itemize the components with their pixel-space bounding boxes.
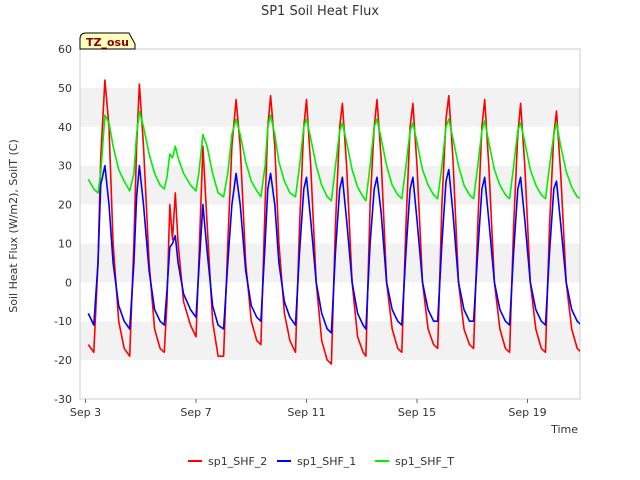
grid-band bbox=[80, 165, 580, 205]
legend-label: sp1_SHF_T bbox=[395, 455, 454, 468]
y-tick-label: 0 bbox=[65, 276, 72, 289]
legend-label: sp1_SHF_2 bbox=[208, 455, 267, 468]
chart-title: SP1 Soil Heat Flux bbox=[261, 4, 379, 19]
grid-band bbox=[80, 49, 580, 88]
y-tick-label: -30 bbox=[54, 393, 72, 406]
y-tick-label: 50 bbox=[58, 82, 72, 95]
y-axis-title: Soil Heat Flux (W/m2), SoilT (C) bbox=[7, 139, 20, 312]
y-tick-label: 20 bbox=[58, 199, 72, 212]
grid-band bbox=[80, 282, 580, 322]
grid-band bbox=[80, 360, 580, 399]
y-tick-label: 30 bbox=[58, 160, 72, 173]
x-tick-label: Sep 19 bbox=[508, 406, 546, 419]
y-tick-label: 60 bbox=[58, 43, 72, 56]
grid-band bbox=[80, 321, 580, 361]
grid-band bbox=[80, 126, 580, 166]
legend-label: sp1_SHF_1 bbox=[297, 455, 356, 468]
plot-area bbox=[79, 48, 581, 400]
x-tick-label: Sep 3 bbox=[70, 406, 101, 419]
timezone-badge-box bbox=[79, 32, 136, 50]
legend: sp1_SHF_2 sp1_SHF_1 sp1_SHF_T bbox=[188, 455, 454, 468]
series-layer bbox=[87, 79, 580, 365]
x-tick-label: Sep 11 bbox=[287, 406, 325, 419]
grid-band bbox=[80, 204, 580, 244]
timezone-badge: TZ_osu bbox=[79, 32, 136, 50]
y-axis: -30 -20 -10 0 10 20 30 40 50 60 bbox=[54, 43, 72, 406]
x-axis-title: Time bbox=[550, 423, 578, 436]
y-tick-label: 40 bbox=[58, 121, 72, 134]
y-tick-label: -10 bbox=[54, 315, 72, 328]
grid-bands bbox=[80, 49, 580, 399]
grid-band bbox=[80, 243, 580, 283]
series-line-sp1_SHF_1 bbox=[87, 164, 580, 334]
grid-band bbox=[80, 87, 580, 127]
x-tick-label: Sep 15 bbox=[398, 406, 436, 419]
timezone-badge-text: TZ_osu bbox=[86, 36, 129, 49]
y-tick-label: -20 bbox=[54, 354, 72, 367]
x-axis: Sep 3 Sep 7 Sep 11 Sep 15 Sep 19 bbox=[70, 399, 547, 419]
y-tick-label: 10 bbox=[58, 237, 72, 250]
x-tick-label: Sep 7 bbox=[180, 406, 211, 419]
series-line-sp1_SHF_T bbox=[87, 110, 580, 202]
